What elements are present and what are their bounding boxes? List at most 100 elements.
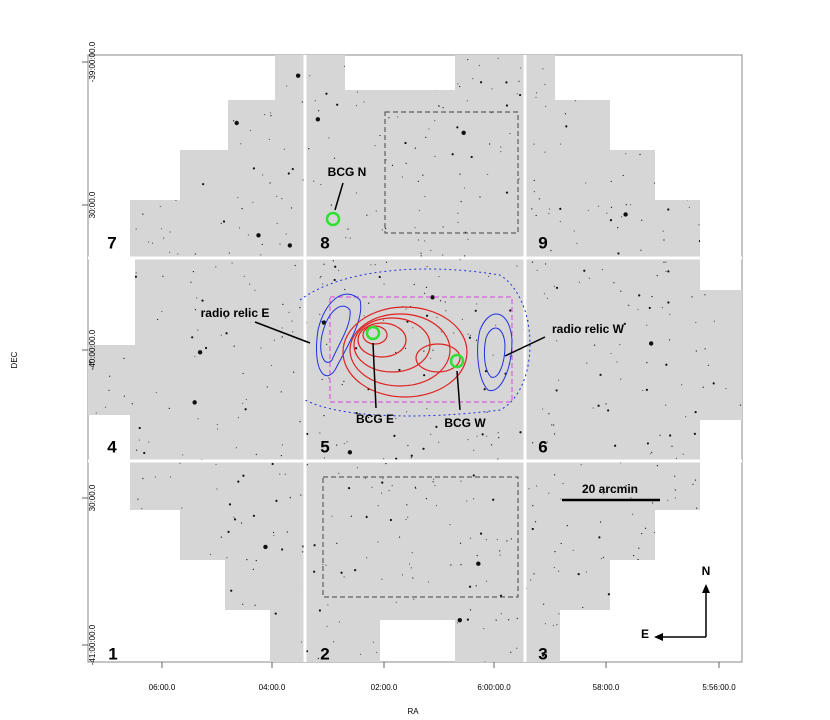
star [215, 266, 217, 268]
star [405, 162, 407, 164]
star [417, 180, 419, 182]
star [363, 315, 365, 317]
star [531, 527, 534, 531]
star [359, 653, 362, 656]
star [382, 477, 384, 480]
star [693, 432, 696, 435]
star [617, 227, 619, 229]
star [338, 269, 340, 272]
star [506, 540, 508, 542]
star [510, 651, 512, 653]
star [343, 576, 345, 578]
star [653, 182, 656, 184]
y-tick-label: -40:00:00.0 [88, 329, 97, 370]
star [562, 482, 564, 485]
x-tick-label: 5:56:00.0 [702, 683, 736, 692]
star [423, 374, 426, 377]
star [545, 105, 547, 108]
star [191, 336, 194, 339]
star [275, 499, 278, 502]
star [227, 530, 230, 534]
star [336, 444, 338, 446]
star [407, 444, 409, 447]
contour [342, 306, 468, 398]
star [500, 146, 502, 148]
star [319, 432, 321, 434]
star [479, 532, 483, 535]
contour [357, 322, 407, 358]
star [417, 239, 420, 241]
star [169, 231, 171, 233]
star [405, 518, 407, 521]
x-tick-label: 06:00.0 [149, 683, 176, 692]
star [234, 120, 239, 126]
star [273, 339, 275, 341]
star [237, 480, 240, 483]
star [467, 439, 469, 441]
star [467, 58, 469, 61]
star [381, 481, 384, 484]
contour [477, 313, 513, 392]
star [350, 515, 352, 517]
star [625, 204, 627, 206]
star [472, 474, 475, 477]
star [291, 320, 293, 322]
star [434, 120, 436, 122]
star [667, 208, 670, 211]
field-number: 3 [538, 644, 547, 663]
star [138, 426, 141, 430]
star [233, 518, 237, 521]
star [397, 116, 399, 118]
star [430, 433, 432, 435]
star [461, 130, 466, 135]
star [498, 437, 500, 439]
star [194, 309, 197, 311]
star [398, 368, 401, 372]
star [134, 275, 137, 278]
star [532, 442, 534, 444]
star [299, 306, 301, 309]
star [271, 462, 274, 466]
star [553, 424, 555, 426]
star [557, 379, 560, 381]
star [451, 153, 454, 156]
star [598, 536, 601, 539]
star [645, 388, 648, 391]
star [641, 219, 643, 221]
star [418, 209, 421, 212]
star [434, 485, 436, 487]
star [492, 498, 495, 501]
compass-label: E [641, 627, 649, 641]
star [704, 294, 706, 296]
star [518, 80, 520, 82]
star [233, 345, 235, 347]
star [89, 361, 92, 364]
star [308, 148, 310, 150]
star [414, 227, 416, 229]
x-tick-label: 58:00.0 [593, 683, 620, 692]
star [281, 444, 283, 446]
star [436, 316, 438, 318]
star [435, 425, 438, 428]
star [377, 541, 379, 543]
star [410, 457, 412, 459]
star [644, 527, 647, 529]
star [468, 585, 472, 588]
contour [415, 343, 461, 373]
star [499, 594, 503, 597]
star [531, 261, 534, 263]
star [291, 167, 294, 171]
annotation: BCG E [356, 412, 394, 426]
star [585, 571, 587, 573]
star [328, 377, 330, 379]
star [385, 261, 388, 263]
star [364, 477, 367, 479]
star [434, 155, 436, 157]
star [95, 412, 97, 414]
star [398, 536, 401, 538]
star [343, 442, 345, 445]
star [488, 143, 491, 145]
star [255, 560, 257, 562]
star [505, 81, 508, 84]
